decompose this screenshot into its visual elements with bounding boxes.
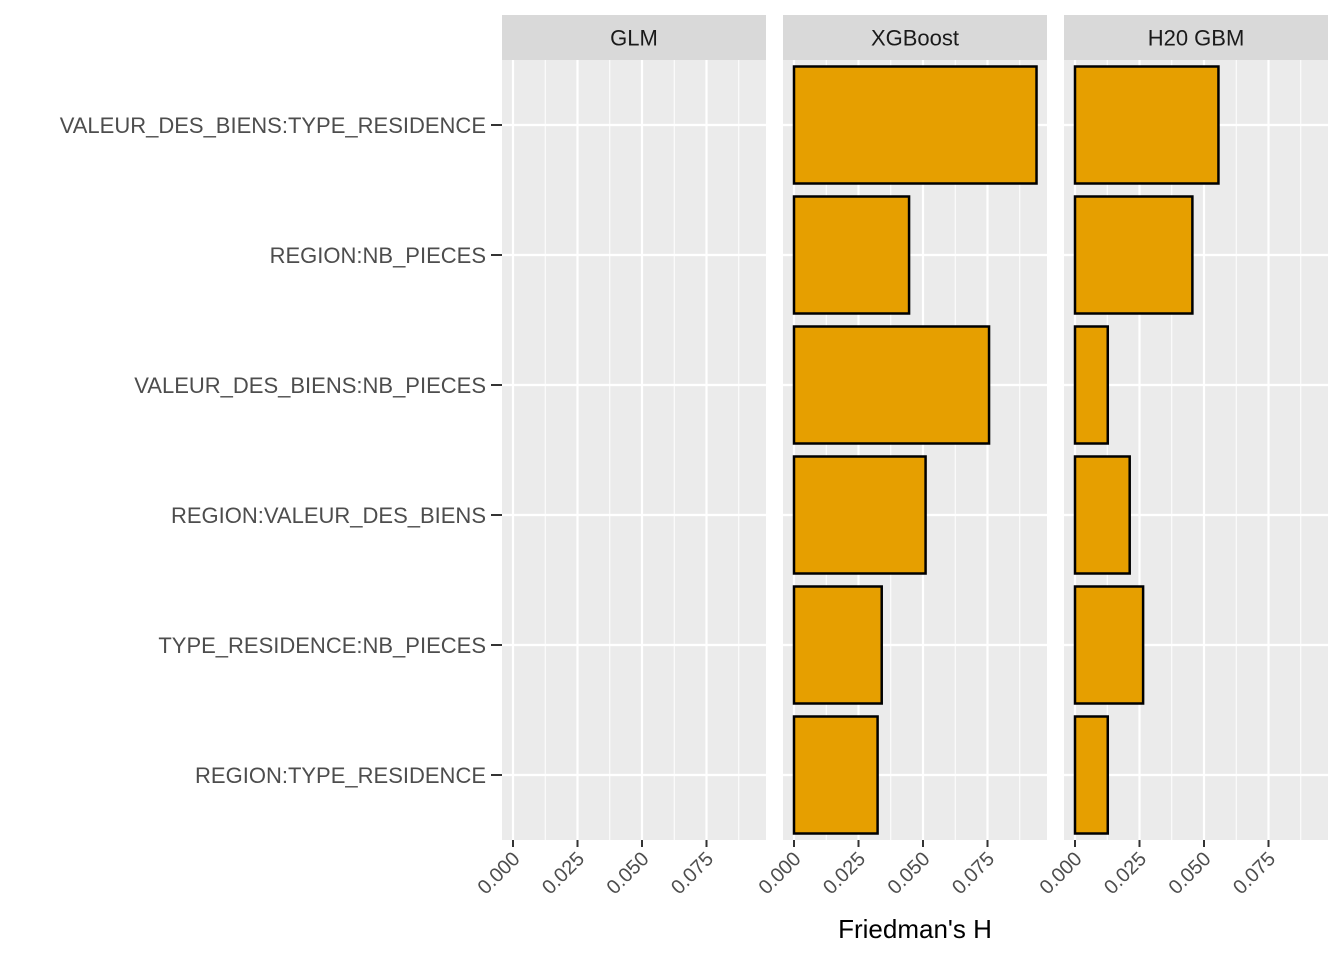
y-tick-label-region-type-residence: REGION:TYPE_RESIDENCE: [195, 763, 486, 788]
strip-xgboost: [783, 15, 1047, 60]
strip-label-h20-gbm: H20 GBM: [1148, 26, 1245, 51]
x-tick-label-h20-gbm-0: 0.000: [1036, 848, 1087, 899]
bar-h20-gbm-region-valeur-des-biens: [1073, 455, 1131, 575]
strip-glm: [502, 15, 766, 60]
strip-label-xgboost: XGBoost: [871, 26, 959, 51]
bar-h20-gbm-type-residence-nb-pieces: [1073, 585, 1145, 705]
x-tick-label-glm-2: 0.050: [603, 848, 654, 899]
x-tick-label-xgboost-2: 0.050: [884, 848, 935, 899]
x-tick-label-glm-1: 0.025: [538, 848, 589, 899]
y-tick-label-valeur-des-biens-nb-pieces: VALEUR_DES_BIENS:NB_PIECES: [134, 373, 486, 398]
y-axis-group: VALEUR_DES_BIENS:TYPE_RESIDENCE REGION:NB…: [60, 113, 502, 788]
bar-h20-gbm-valeur-des-biens-nb-pieces: [1073, 325, 1110, 445]
bar-xgboost-region-nb-pieces: [792, 195, 911, 315]
x-axis-title-group: Friedman's H: [838, 914, 992, 944]
panel-xgboost: XGBoost 0.000 0.025 0.050 0.075: [755, 15, 1047, 899]
strip-h20-gbm: [1064, 15, 1328, 60]
panel-glm: GLM 0.000 0.025 0.050 0.075: [474, 15, 766, 899]
strip-label-glm: GLM: [610, 26, 658, 51]
panel-background-glm: [502, 60, 766, 840]
x-tick-label-xgboost-0: 0.000: [755, 848, 806, 899]
bar-h20-gbm-region-type-residence: [1073, 715, 1110, 835]
x-tick-label-glm-3: 0.075: [667, 848, 718, 899]
panel-h20-gbm: H20 GBM 0.000 0.025 0.050 0.075: [1036, 15, 1328, 899]
bar-h20-gbm-valeur-des-biens-type-residence: [1073, 65, 1220, 185]
bar-xgboost-type-residence-nb-pieces: [792, 585, 883, 705]
x-tick-label-xgboost-1: 0.025: [819, 848, 870, 899]
bar-xgboost-valeur-des-biens-nb-pieces: [792, 325, 991, 445]
bar-h20-gbm-region-nb-pieces: [1073, 195, 1194, 315]
x-tick-label-h20-gbm-2: 0.050: [1165, 848, 1216, 899]
bar-xgboost-region-type-residence: [792, 715, 879, 835]
x-tick-label-xgboost-3: 0.075: [948, 848, 999, 899]
y-tick-label-valeur-des-biens-type-residence: VALEUR_DES_BIENS:TYPE_RESIDENCE: [60, 113, 486, 138]
x-tick-label-h20-gbm-1: 0.025: [1100, 848, 1151, 899]
x-axis-title: Friedman's H: [838, 914, 992, 944]
panel-background-xgboost: [783, 60, 1047, 840]
bar-xgboost-region-valeur-des-biens: [792, 455, 927, 575]
x-tick-label-h20-gbm-3: 0.075: [1229, 848, 1280, 899]
y-tick-label-region-nb-pieces: REGION:NB_PIECES: [270, 243, 486, 268]
y-tick-label-region-valeur-des-biens: REGION:VALEUR_DES_BIENS: [171, 503, 486, 528]
x-tick-label-glm-0: 0.000: [474, 848, 525, 899]
bar-xgboost-valeur-des-biens-type-residence: [792, 65, 1038, 185]
y-tick-label-type-residence-nb-pieces: TYPE_RESIDENCE:NB_PIECES: [158, 633, 486, 658]
panel-background-h20-gbm: [1064, 60, 1328, 840]
